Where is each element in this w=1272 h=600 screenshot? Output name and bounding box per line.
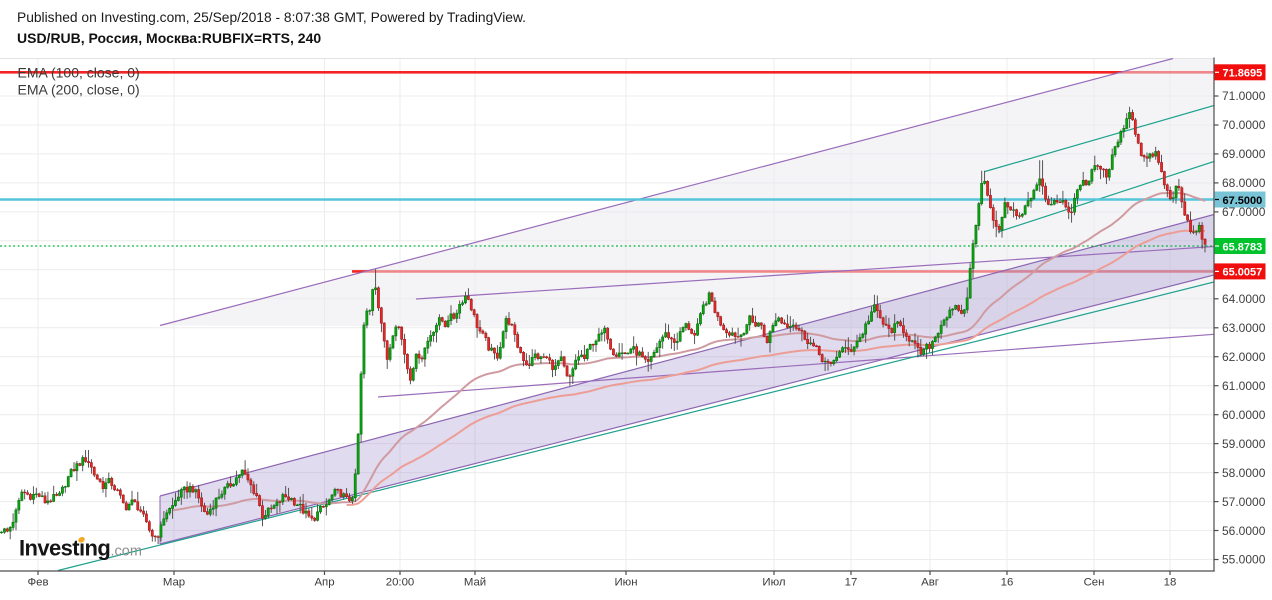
svg-text:65.0057: 65.0057 <box>1223 267 1263 279</box>
svg-text:Апр: Апр <box>314 577 334 589</box>
svg-text:Сен: Сен <box>1084 577 1105 589</box>
svg-text:61.0000: 61.0000 <box>1222 379 1266 393</box>
svg-text:71.0000: 71.0000 <box>1222 89 1266 103</box>
svg-text:64.0000: 64.0000 <box>1222 292 1266 306</box>
svg-text:68.0000: 68.0000 <box>1222 176 1266 190</box>
svg-text:67.5000: 67.5000 <box>1223 195 1263 207</box>
svg-text:Май: Май <box>464 577 486 589</box>
svg-text:58.0000: 58.0000 <box>1222 466 1266 480</box>
svg-text:EMA (100, close, 0): EMA (100, close, 0) <box>18 65 140 81</box>
svg-text:Авг: Авг <box>921 577 939 589</box>
svg-text:18: 18 <box>1164 577 1177 589</box>
svg-text:.com: .com <box>111 544 142 560</box>
svg-text:Published on Investing.com, 25: Published on Investing.com, 25/Sep/2018 … <box>17 10 526 25</box>
svg-text:Фев: Фев <box>27 577 48 589</box>
svg-text:63.0000: 63.0000 <box>1222 321 1266 335</box>
svg-text:65.8783: 65.8783 <box>1223 241 1263 253</box>
svg-text:55.0000: 55.0000 <box>1222 553 1266 567</box>
svg-text:60.0000: 60.0000 <box>1222 408 1266 422</box>
svg-text:69.0000: 69.0000 <box>1222 147 1266 161</box>
svg-text:62.0000: 62.0000 <box>1222 350 1266 364</box>
svg-text:20:00: 20:00 <box>386 577 415 589</box>
svg-text:67.0000: 67.0000 <box>1222 205 1266 219</box>
svg-text:59.0000: 59.0000 <box>1222 437 1266 451</box>
svg-text:Июл: Июл <box>762 577 785 589</box>
svg-text:16: 16 <box>1001 577 1014 589</box>
svg-text:Мар: Мар <box>163 577 185 589</box>
svg-text:Июн: Июн <box>614 577 637 589</box>
svg-text:57.0000: 57.0000 <box>1222 495 1266 509</box>
svg-text:71.8695: 71.8695 <box>1223 68 1263 80</box>
svg-text:Investıng: Investıng <box>19 536 110 561</box>
svg-text:USD/RUB, Россия, Москва:RUBFIX: USD/RUB, Россия, Москва:RUBFIX=RTS, 240 <box>17 30 321 46</box>
svg-text:EMA (200, close, 0): EMA (200, close, 0) <box>18 82 140 98</box>
svg-text:56.0000: 56.0000 <box>1222 524 1266 538</box>
svg-text:17: 17 <box>845 577 858 589</box>
svg-text:70.0000: 70.0000 <box>1222 118 1266 132</box>
